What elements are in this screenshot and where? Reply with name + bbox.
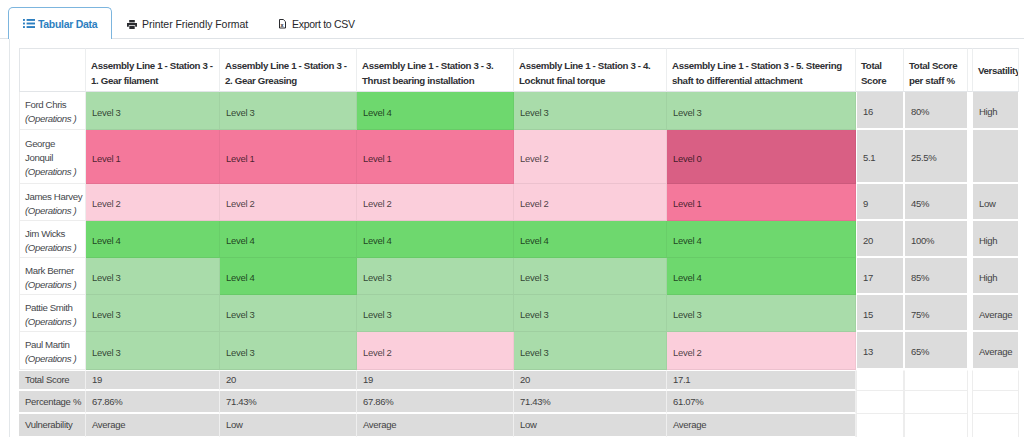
- svg-text:x: x: [280, 22, 284, 28]
